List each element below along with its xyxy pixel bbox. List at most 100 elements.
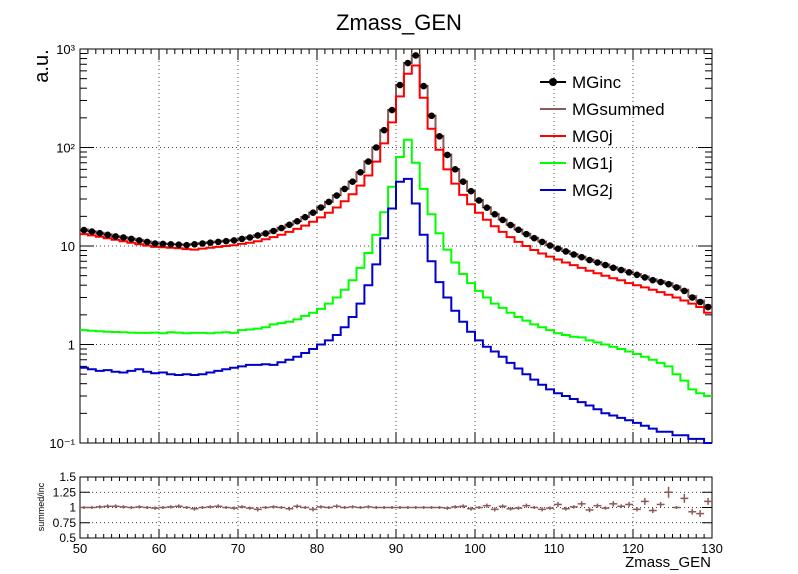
series-point-mginc (309, 209, 317, 216)
series-point-mginc (128, 235, 135, 243)
series-point-mginc (207, 239, 214, 247)
legend-marker (549, 78, 557, 86)
series-point-mginc (325, 198, 333, 206)
chart-title: Zmass_GEN (336, 10, 462, 35)
series-point-mginc (578, 253, 585, 261)
series-point-mginc (151, 240, 159, 247)
series-point-mginc (214, 238, 222, 246)
series-point-mginc (444, 151, 451, 159)
series-point-mginc (286, 221, 293, 229)
series-point-mginc (143, 238, 151, 246)
series-point-mginc (357, 169, 364, 176)
series-point-mginc (538, 238, 546, 246)
series-point-mginc (404, 59, 412, 67)
series-point-mginc (270, 227, 277, 235)
series-line-mg0j (80, 64, 712, 314)
ratio-y-tick-label: 0.5 (59, 531, 76, 545)
series-point-mginc (293, 218, 301, 225)
series-point-mginc (191, 241, 198, 248)
series-point-mginc (301, 213, 309, 221)
series-point-mginc (681, 287, 688, 295)
series-point-mginc (491, 210, 499, 218)
series-point-mginc (199, 240, 206, 247)
series-point-mginc (665, 280, 672, 288)
series-point-mginc (380, 126, 388, 134)
series-point-mginc (428, 112, 435, 120)
series-point-mginc (483, 204, 491, 211)
main-axis-ticks: 10⁻¹ 1 10 10² 10³ (49, 42, 713, 451)
y-tick-label: 10² (56, 141, 75, 156)
ratio-y-tick-label: 1.5 (59, 470, 76, 484)
series-line-mg2j (80, 177, 712, 444)
series-point-mginc (507, 221, 514, 229)
series-point-mginc (88, 228, 96, 235)
legend-label-mginc: MGinc (572, 73, 622, 92)
series-point-mginc (562, 248, 570, 255)
series-point-mginc (365, 158, 372, 165)
y-tick-label: 1 (68, 338, 75, 353)
series-point-mginc (96, 229, 104, 237)
y-tick-label: 10 (61, 239, 75, 254)
series-point-mginc (159, 240, 167, 248)
series-point-mginc (412, 52, 420, 59)
ratio-axis-ticks: 50 60 70 80 90 100 110 120 130 0.50.751 1.251.5 (53, 470, 723, 556)
series-point-mginc (696, 298, 704, 306)
series-point-mginc (641, 274, 649, 281)
series-point-mginc (80, 226, 88, 234)
x-tick-label: 70 (231, 541, 245, 556)
series-point-mginc (617, 266, 625, 274)
series-point-mginc (475, 197, 483, 204)
ratio-y-axis-label: summed/inc (36, 482, 46, 531)
series-point-mginc (499, 216, 506, 224)
series-point-mginc (349, 178, 356, 185)
series-point-mginc (602, 261, 609, 269)
series-point-mginc (396, 81, 404, 89)
series-point-mginc (388, 106, 396, 114)
series-point-mginc (254, 232, 262, 239)
x-tick-label: 50 (73, 541, 87, 556)
main-y-axis-label: a.u. (31, 49, 53, 82)
legend: MGinc MGsummed MG0j MG1j MG2j (540, 73, 665, 200)
series-point-mginc (451, 166, 459, 173)
series-point-mginc (570, 251, 578, 258)
legend-label-mg0j: MG0j (572, 127, 613, 146)
series-point-mginc (333, 192, 341, 199)
series-point-mginc (372, 144, 380, 151)
series-point-mginc (594, 259, 601, 266)
x-tick-label: 80 (310, 541, 324, 556)
series-point-mginc (649, 276, 657, 284)
series-point-mginc (420, 82, 427, 90)
series-point-mginc (704, 303, 712, 311)
series-point-mginc (112, 233, 119, 240)
series-point-mginc (530, 234, 538, 242)
x-tick-label: 100 (464, 541, 486, 556)
series-point-mginc (183, 241, 190, 249)
series-point-mginc (688, 294, 696, 301)
series-point-mginc (467, 187, 475, 195)
series-point-mginc (341, 185, 348, 193)
ratio-points-group (80, 486, 712, 518)
series-point-mginc (135, 237, 143, 244)
series-point-mginc (554, 245, 562, 252)
series-point-mginc (246, 234, 254, 241)
series-point-mginc (278, 224, 285, 232)
legend-label-mg1j: MG1j (572, 154, 613, 173)
series-point-mginc (657, 278, 664, 286)
main-series-group (80, 52, 712, 444)
ratio-x-axis-label: Zmass_GEN (625, 554, 711, 571)
series-point-mginc (523, 230, 530, 238)
series-point-mginc (167, 241, 175, 248)
series-point-mginc (230, 237, 238, 244)
ratio-y-tick-label: 1.25 (53, 485, 77, 499)
series-point-mginc (317, 204, 325, 211)
series-point-mginc (120, 234, 127, 241)
series-point-mginc (586, 256, 593, 264)
series-point-mginc (609, 264, 617, 272)
x-tick-label: 110 (544, 541, 565, 556)
series-line-mg1j (80, 138, 712, 397)
legend-label-mg2j: MG2j (572, 181, 613, 200)
series-point-mginc (222, 237, 230, 245)
series-point-mginc (515, 226, 522, 234)
x-tick-label: 130 (701, 541, 723, 556)
ratio-y-tick-label: 1 (69, 501, 76, 515)
